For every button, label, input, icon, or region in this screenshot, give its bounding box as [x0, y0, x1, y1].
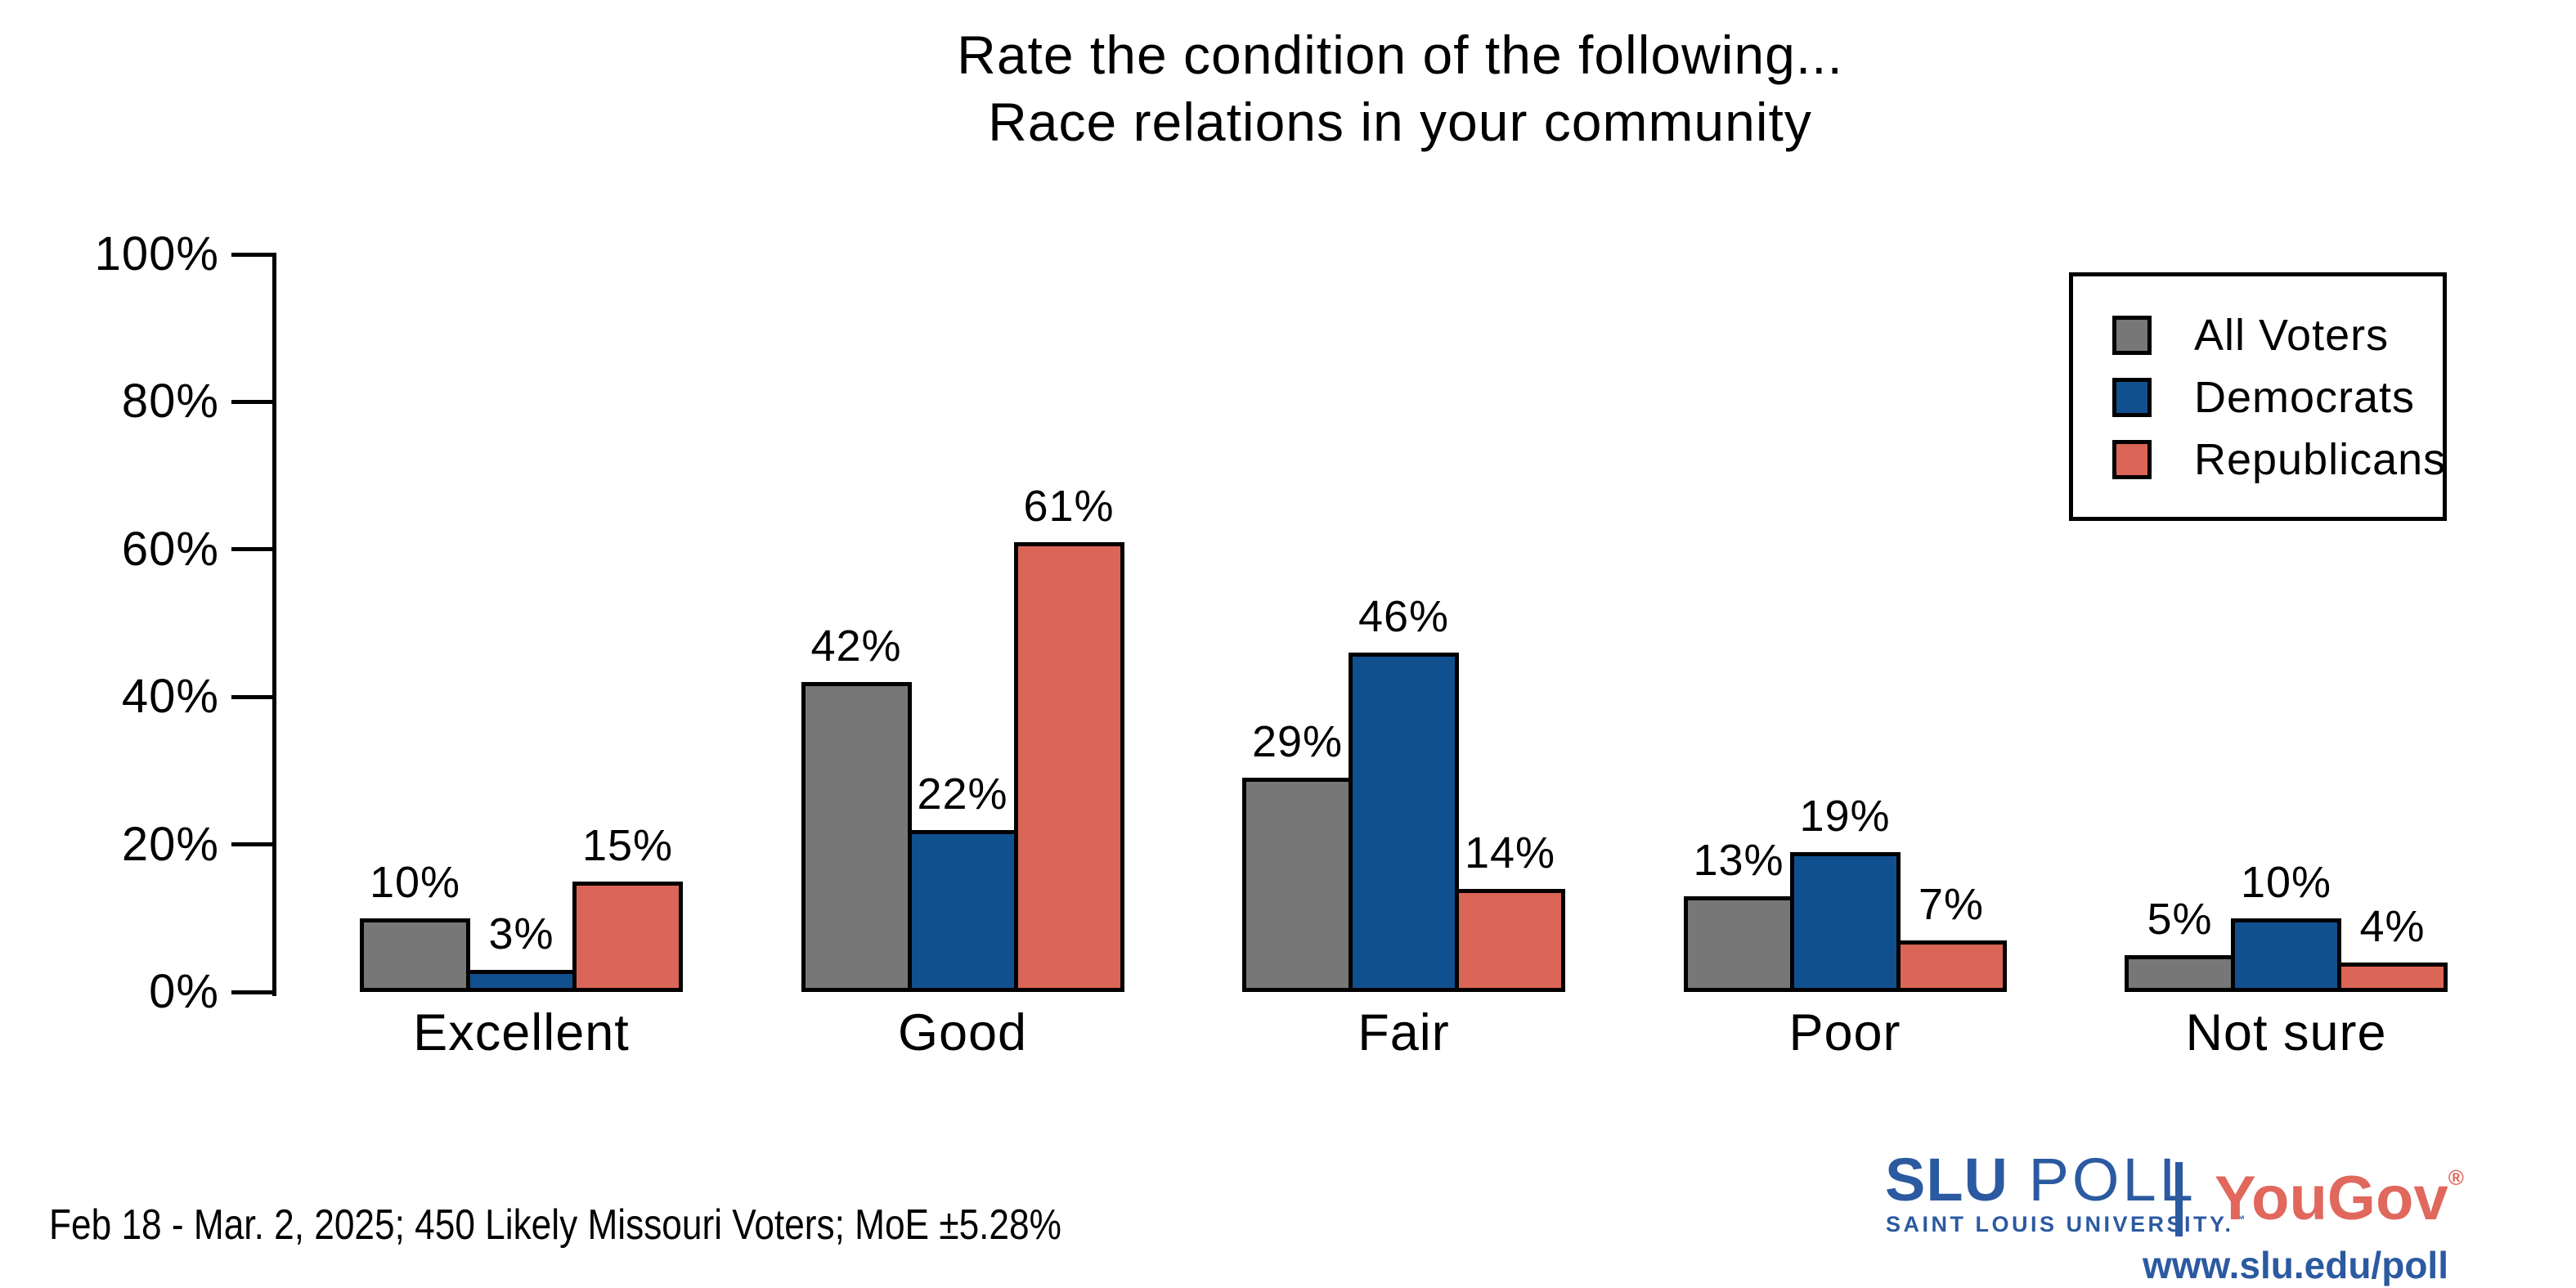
bar-all-voters-not-sure — [2125, 955, 2235, 992]
bar-value-label: 61% — [1023, 482, 1115, 531]
bar-democrats-poor — [1789, 852, 1901, 992]
y-axis-tick-label: 0% — [149, 965, 219, 1018]
bar-democrats-excellent — [466, 970, 577, 992]
category-label-excellent: Excellent — [413, 1004, 630, 1061]
y-axis-tick — [231, 842, 275, 847]
bar-all-voters-excellent — [360, 918, 470, 992]
legend-swatch-republicans — [2112, 440, 2152, 479]
slu-poll-url: www.slu.edu/poll — [2143, 1244, 2448, 1286]
y-axis-tick — [231, 547, 275, 552]
y-axis-tick — [231, 399, 275, 404]
y-axis-tick — [231, 252, 275, 257]
category-label-good: Good — [897, 1004, 1028, 1061]
category-label-poor: Poor — [1788, 1004, 1901, 1061]
y-axis-tick-label: 60% — [121, 522, 219, 576]
bar-republicans-good — [1013, 542, 1124, 992]
legend-row: Democrats — [2073, 373, 2443, 422]
bar-value-label: 4% — [2359, 902, 2426, 951]
legend-row: Republicans — [2073, 435, 2447, 484]
bar-republicans-fair — [1455, 889, 1565, 992]
bar-value-label: 15% — [581, 821, 674, 870]
bar-value-label: 46% — [1358, 592, 1450, 641]
chart-title-line1: Rate the condition of the following... — [957, 25, 1843, 85]
bar-value-label: 19% — [1799, 792, 1891, 841]
slu-subtitle: SAINT LOUIS UNIVERSITY.™ — [1886, 1212, 2248, 1237]
footer-note: Feb 18 - Mar. 2, 2025; 450 Likely Missou… — [49, 1201, 1061, 1249]
chart-title: Rate the condition of the following... R… — [957, 21, 1843, 155]
bar-value-label: 14% — [1464, 828, 1556, 877]
bar-all-voters-poor — [1683, 896, 1794, 992]
legend-label: Democrats — [2194, 373, 2416, 422]
registered-symbol: ® — [2448, 1165, 2464, 1190]
bar-all-voters-fair — [1242, 778, 1353, 992]
slu-subtitle-text: SAINT LOUIS UNIVERSITY. — [1886, 1212, 2234, 1236]
bar-value-label: 10% — [369, 858, 461, 907]
bar-value-label: 3% — [488, 909, 554, 958]
legend-label: Republicans — [2194, 435, 2447, 484]
y-axis-tick — [231, 694, 275, 699]
legend-row: All Voters — [2073, 311, 2443, 360]
bar-democrats-not-sure — [2231, 918, 2341, 992]
bar-value-label: 29% — [1251, 717, 1344, 766]
logo-divider — [2175, 1162, 2183, 1236]
legend-label: All Voters — [2194, 311, 2390, 360]
y-axis-line — [272, 253, 276, 996]
legend-swatch-all-voters — [2112, 316, 2152, 355]
y-axis-tick-label: 40% — [121, 670, 219, 724]
bar-value-label: 7% — [1918, 880, 1985, 929]
bar-value-label: 5% — [2147, 895, 2213, 944]
bar-democrats-good — [907, 830, 1018, 992]
yougov-logo: YouGov® — [2215, 1163, 2464, 1234]
slu-logo-text: SLU — [1885, 1146, 2008, 1214]
bar-democrats-fair — [1349, 653, 1459, 992]
bar-value-label: 22% — [917, 770, 1008, 819]
yougov-text: YouGov — [2215, 1164, 2448, 1233]
slu-poll-logo: SLU POLL — [1885, 1150, 2197, 1226]
y-axis-tick-label: 80% — [121, 375, 219, 429]
bar-republicans-excellent — [572, 882, 683, 992]
poll-logo-text — [2008, 1146, 2029, 1214]
chart-title-line2: Race relations in your community — [988, 92, 1812, 152]
bar-republicans-not-sure — [2337, 963, 2448, 992]
y-axis-tick — [231, 990, 275, 994]
legend-swatch-democrats — [2112, 378, 2152, 417]
category-label-fair: Fair — [1358, 1004, 1450, 1061]
bar-value-label: 13% — [1693, 836, 1784, 885]
legend: All Voters Democrats Republicans — [2069, 272, 2447, 521]
bar-republicans-poor — [1896, 940, 2007, 992]
bar-value-label: 42% — [810, 622, 902, 671]
category-label-not-sure: Not sure — [2185, 1004, 2387, 1061]
bar-value-label: 10% — [2240, 858, 2332, 907]
y-axis-tick-label: 20% — [121, 817, 219, 871]
trademark-symbol: ™ — [2233, 1213, 2249, 1226]
poll-logo-text2: POLL — [2028, 1146, 2197, 1214]
y-axis-tick-label: 100% — [94, 227, 219, 280]
bar-all-voters-good — [801, 682, 912, 992]
